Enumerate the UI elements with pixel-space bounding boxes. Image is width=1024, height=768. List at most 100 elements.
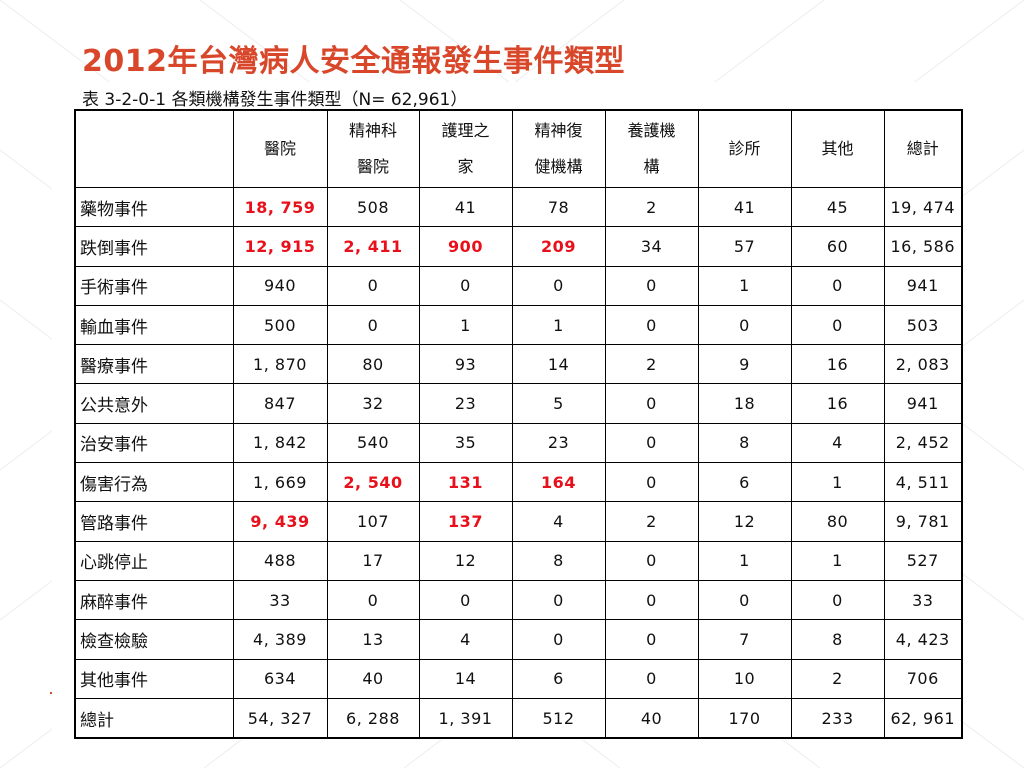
row-label: 公共意外: [74, 383, 234, 424]
table-cell: 540: [326, 422, 420, 464]
table-cell: 1, 669: [232, 462, 328, 503]
table-row: 公共意外 847 32 23 5 0 18 16 941: [74, 383, 963, 424]
table-cell: 5: [511, 383, 606, 424]
table-cell: 0: [697, 579, 792, 621]
table-cell: 16: [790, 344, 885, 385]
slide-title: 2012年台灣病人安全通報發生事件類型: [82, 44, 625, 79]
table-cell: 1: [697, 265, 792, 306]
table-cell: 2: [604, 186, 699, 228]
table-cell: 23: [511, 422, 606, 464]
row-label: 藥物事件: [74, 186, 234, 228]
table-cell: 2, 083: [883, 344, 963, 385]
table-cell: 512: [511, 697, 606, 739]
table-cell: 1: [418, 304, 513, 346]
table-cell: 1: [790, 462, 885, 503]
table-cell: 634: [232, 658, 328, 699]
table-row: 管路事件 9, 439 107 137 4 2 12 80 9, 781: [74, 501, 963, 542]
table-cell: 131: [418, 462, 513, 503]
table-cell: 18: [697, 383, 792, 424]
table-header-row: 醫院 精神科 醫院 護理之 家精神復 健機構 養護機 構診所 其他 總計: [74, 109, 963, 188]
table-cell: 0: [604, 383, 699, 424]
table-row: 醫療事件 1, 870 80 93 14 2 9 16 2, 083: [74, 344, 963, 385]
table-row: 治安事件 1, 842 540 35 23 0 8 4 2, 452: [74, 422, 963, 464]
table-cell: 0: [326, 579, 420, 621]
table-cell: 0: [604, 265, 699, 306]
table-cell: 4, 389: [232, 619, 328, 660]
table-cell: 0: [511, 265, 606, 306]
table-cell: 6: [511, 658, 606, 699]
table-cell: 14: [418, 658, 513, 699]
column-header: 總計: [883, 109, 963, 188]
table-row: 跌倒事件 12, 915 2, 411 900 209 34 57 60 16, 586: [74, 226, 963, 267]
table-cell: 0: [790, 265, 885, 306]
table-row: 檢查檢驗 4, 389 13 4 0 0 7 8 4, 423: [74, 619, 963, 660]
table-cell: 170: [697, 697, 792, 739]
table-cell: 0: [604, 579, 699, 621]
table-cell: 0: [604, 422, 699, 464]
table-cell: 9, 439: [232, 501, 328, 542]
table-cell: 80: [790, 501, 885, 542]
table-cell: 1: [511, 304, 606, 346]
table-cell: 9: [697, 344, 792, 385]
table-cell: 0: [418, 579, 513, 621]
table-row: 輸血事件 500 0 1 1 0 0 0 503: [74, 304, 963, 346]
table-cell: 2, 540: [326, 462, 420, 503]
row-label: 總計: [74, 697, 234, 739]
table-cell: 4, 511: [883, 462, 963, 503]
table-cell: 6: [697, 462, 792, 503]
table-cell: 4: [790, 422, 885, 464]
table-cell: 32: [326, 383, 420, 424]
row-label: 管路事件: [74, 501, 234, 542]
table-cell: 2, 452: [883, 422, 963, 464]
table-cell: 1: [697, 540, 792, 581]
table-cell: 13: [326, 619, 420, 660]
table-cell: 8: [790, 619, 885, 660]
table-cell: 0: [604, 540, 699, 581]
table-cell: 0: [604, 462, 699, 503]
table-cell: 941: [883, 383, 963, 424]
row-label: 治安事件: [74, 422, 234, 464]
table-cell: 12, 915: [232, 226, 328, 267]
table-cell: 508: [326, 186, 420, 228]
table-cell: 0: [326, 265, 420, 306]
column-header: 護理之 家: [418, 109, 513, 188]
table-row: 藥物事件 18, 759 508 41 78 2 41 45 19, 474: [74, 186, 963, 228]
table-cell: 527: [883, 540, 963, 581]
row-label: 輸血事件: [74, 304, 234, 346]
table-cell: 706: [883, 658, 963, 699]
table-row: 傷害行為 1, 669 2, 540 131 164 0 6 1 4, 511: [74, 462, 963, 503]
table-cell: 847: [232, 383, 328, 424]
table-cell: 107: [326, 501, 420, 542]
table-cell: 2: [790, 658, 885, 699]
row-label: 麻醉事件: [74, 579, 234, 621]
table-cell: 0: [326, 304, 420, 346]
row-label: 醫療事件: [74, 344, 234, 385]
table-cell: 7: [697, 619, 792, 660]
table-cell: 0: [511, 579, 606, 621]
table-cell: 12: [697, 501, 792, 542]
table-cell: 33: [232, 579, 328, 621]
row-label: 傷害行為: [74, 462, 234, 503]
decorative-dot: [50, 692, 52, 694]
column-header: 精神復 健機構: [511, 109, 606, 188]
table-cell: 0: [604, 619, 699, 660]
table-cell: 93: [418, 344, 513, 385]
table-cell: 4: [511, 501, 606, 542]
table-cell: 57: [697, 226, 792, 267]
table-cell: 2: [604, 344, 699, 385]
table-cell: 62, 961: [883, 697, 963, 739]
table-cell: 16: [790, 383, 885, 424]
table-cell: 41: [697, 186, 792, 228]
table-cell: 500: [232, 304, 328, 346]
table-row: 心跳停止 488 17 12 8 0 1 1 527: [74, 540, 963, 581]
table-cell: 0: [418, 265, 513, 306]
table-cell: 0: [604, 304, 699, 346]
table-cell: 4, 423: [883, 619, 963, 660]
table-cell: 941: [883, 265, 963, 306]
row-label: 心跳停止: [74, 540, 234, 581]
table-cell: 6, 288: [326, 697, 420, 739]
table-cell: 16, 586: [883, 226, 963, 267]
table-cell: 1: [790, 540, 885, 581]
table-cell: 940: [232, 265, 328, 306]
column-header: 醫院: [232, 109, 328, 188]
